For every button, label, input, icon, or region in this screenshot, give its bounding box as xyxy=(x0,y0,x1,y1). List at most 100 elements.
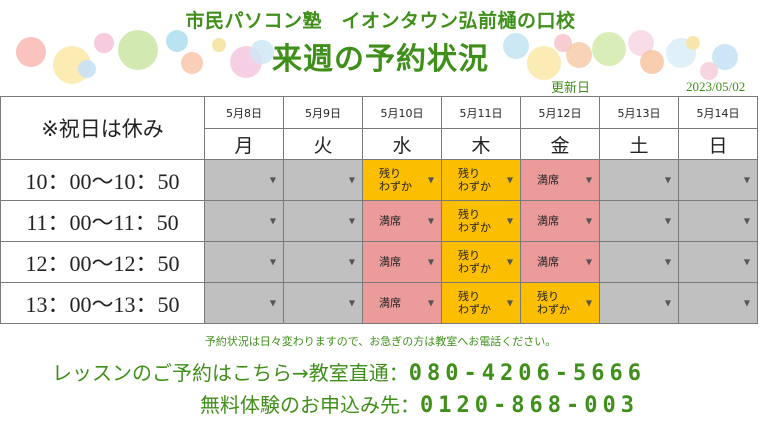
slot-dropdown-closed[interactable]: ▼ xyxy=(204,241,284,283)
slot-status-label: 満席 xyxy=(537,255,559,269)
chevron-down-icon: ▼ xyxy=(506,175,513,185)
time-range-label: 11：00〜11：50 xyxy=(0,200,205,242)
trial-phone-number[interactable]: 0120-868-003 xyxy=(420,393,639,418)
date-cell: 5月8日 xyxy=(204,96,284,129)
date-cell: 5月11日 xyxy=(441,96,521,129)
trial-contact-label: 無料体験のお申込み先： xyxy=(200,393,420,417)
chevron-down-icon: ▼ xyxy=(348,298,355,308)
reservation-table: ※祝日は休み 5月8日 5月9日 5月10日 5月11日 5月12日 5月13日… xyxy=(0,96,758,324)
page-title: 来週の予約状況 xyxy=(272,42,489,77)
date-cell: 5月12日 xyxy=(520,96,600,129)
chevron-down-icon: ▼ xyxy=(269,257,276,267)
slot-status-label: 残り わずか xyxy=(458,208,491,234)
weekday-cell: 月 xyxy=(204,128,284,160)
weekday-cell: 土 xyxy=(599,128,679,160)
chevron-down-icon: ▼ xyxy=(664,298,671,308)
chevron-down-icon: ▼ xyxy=(348,175,355,185)
slot-dropdown-closed[interactable]: ▼ xyxy=(599,200,679,242)
lesson-contact: レッスンのご予約はこちら→教室直通：080-4206-5666 xyxy=(52,357,646,386)
chevron-down-icon: ▼ xyxy=(269,298,276,308)
school-name: 市民パソコン塾 イオンタウン弘前樋の口校 xyxy=(185,10,576,32)
chevron-down-icon: ▼ xyxy=(585,257,592,267)
chevron-down-icon: ▼ xyxy=(427,298,434,308)
slot-status-label: 残り わずか xyxy=(537,290,570,316)
slot-dropdown-few[interactable]: 残り わずか ▼ xyxy=(441,200,521,242)
chevron-down-icon: ▼ xyxy=(585,175,592,185)
slot-status-label: 残り わずか xyxy=(458,290,491,316)
chevron-down-icon: ▼ xyxy=(664,216,671,226)
weekday-cell: 木 xyxy=(441,128,521,160)
weekday-cell: 日 xyxy=(678,128,758,160)
chevron-down-icon: ▼ xyxy=(427,175,434,185)
date-cell: 5月13日 xyxy=(599,96,679,129)
slot-status-label: 残り わずか xyxy=(379,167,412,193)
slot-dropdown-few[interactable]: 残り わずか ▼ xyxy=(362,159,442,201)
slot-dropdown-few[interactable]: 残り わずか ▼ xyxy=(441,241,521,283)
holiday-note: ※祝日は休み xyxy=(0,96,205,160)
time-slot-row: 13：00〜13：50 ▼ ▼ 満席 ▼ 残り わずか ▼ 残り わずか ▼ ▼ ▼ xyxy=(0,282,758,324)
date-cell: 5月10日 xyxy=(362,96,442,129)
slot-dropdown-closed[interactable]: ▼ xyxy=(599,241,679,283)
slot-dropdown-few[interactable]: 残り わずか ▼ xyxy=(520,282,600,324)
time-range-label: 12：00〜12：50 xyxy=(0,241,205,283)
chevron-down-icon: ▼ xyxy=(506,298,513,308)
chevron-down-icon: ▼ xyxy=(585,216,592,226)
chevron-down-icon: ▼ xyxy=(348,257,355,267)
slot-dropdown-closed[interactable]: ▼ xyxy=(204,282,284,324)
chevron-down-icon: ▼ xyxy=(269,216,276,226)
slot-status-label: 満席 xyxy=(379,255,401,269)
chevron-down-icon: ▼ xyxy=(664,175,671,185)
availability-notice: 予約状況は日々変わりますので、お急ぎの方は教室へお電話ください。 xyxy=(204,335,557,348)
lesson-phone-number[interactable]: 080-4206-5666 xyxy=(408,361,646,386)
date-cell: 5月14日 xyxy=(678,96,758,129)
chevron-down-icon: ▼ xyxy=(664,257,671,267)
time-slot-row: 11：00〜11：50 ▼ ▼ 満席 ▼ 残り わずか ▼ 満席 ▼ ▼ ▼ xyxy=(0,200,758,242)
chevron-down-icon: ▼ xyxy=(743,257,750,267)
lesson-contact-label: レッスンのご予約はこちら→教室直通： xyxy=(52,361,409,385)
updated-date: 2023/05/02 xyxy=(686,79,746,94)
updated-label: 更新日 xyxy=(551,81,591,96)
chevron-down-icon: ▼ xyxy=(427,257,434,267)
slot-dropdown-full[interactable]: 満席 ▼ xyxy=(362,200,442,242)
weekday-cell: 金 xyxy=(520,128,600,160)
slot-dropdown-few[interactable]: 残り わずか ▼ xyxy=(441,159,521,201)
trial-contact: 無料体験のお申込み先：0120-868-003 xyxy=(200,389,639,418)
slot-dropdown-full[interactable]: 満席 ▼ xyxy=(362,241,442,283)
date-header-row: ※祝日は休み 5月8日 5月9日 5月10日 5月11日 5月12日 5月13日… xyxy=(0,96,758,160)
slot-dropdown-closed[interactable]: ▼ xyxy=(678,241,758,283)
slot-status-label: 満席 xyxy=(537,173,559,187)
slot-dropdown-closed[interactable]: ▼ xyxy=(283,200,363,242)
slot-dropdown-full[interactable]: 満席 ▼ xyxy=(520,200,600,242)
slot-dropdown-closed[interactable]: ▼ xyxy=(204,200,284,242)
weekday-cell: 火 xyxy=(283,128,363,160)
chevron-down-icon: ▼ xyxy=(743,216,750,226)
slot-dropdown-closed[interactable]: ▼ xyxy=(204,159,284,201)
slot-dropdown-closed[interactable]: ▼ xyxy=(283,282,363,324)
slot-dropdown-full[interactable]: 満席 ▼ xyxy=(520,159,600,201)
chevron-down-icon: ▼ xyxy=(585,298,592,308)
slot-status-label: 満席 xyxy=(379,296,401,310)
slot-status-label: 残り わずか xyxy=(458,167,491,193)
date-cell: 5月9日 xyxy=(283,96,363,129)
slot-dropdown-closed[interactable]: ▼ xyxy=(283,159,363,201)
chevron-down-icon: ▼ xyxy=(506,216,513,226)
slot-dropdown-closed[interactable]: ▼ xyxy=(678,200,758,242)
slot-dropdown-closed[interactable]: ▼ xyxy=(678,159,758,201)
chevron-down-icon: ▼ xyxy=(743,298,750,308)
weekday-header-row: 月 火 水 木 金 土 日 xyxy=(1,128,758,160)
time-range-label: 10：00〜10：50 xyxy=(0,159,205,201)
slot-dropdown-closed[interactable]: ▼ xyxy=(678,282,758,324)
slot-status-label: 残り わずか xyxy=(458,249,491,275)
chevron-down-icon: ▼ xyxy=(348,216,355,226)
slot-dropdown-full[interactable]: 満席 ▼ xyxy=(362,282,442,324)
slot-dropdown-closed[interactable]: ▼ xyxy=(283,241,363,283)
weekday-cell: 水 xyxy=(362,128,442,160)
slot-dropdown-closed[interactable]: ▼ xyxy=(599,159,679,201)
chevron-down-icon: ▼ xyxy=(269,175,276,185)
chevron-down-icon: ▼ xyxy=(743,175,750,185)
slot-dropdown-closed[interactable]: ▼ xyxy=(599,282,679,324)
slot-dropdown-few[interactable]: 残り わずか ▼ xyxy=(441,282,521,324)
chevron-down-icon: ▼ xyxy=(427,216,434,226)
slot-dropdown-full[interactable]: 満席 ▼ xyxy=(520,241,600,283)
time-slot-row: 10：00〜10：50 ▼ ▼ 残り わずか ▼ 残り わずか ▼ 満席 ▼ ▼ ▼ xyxy=(0,159,758,201)
